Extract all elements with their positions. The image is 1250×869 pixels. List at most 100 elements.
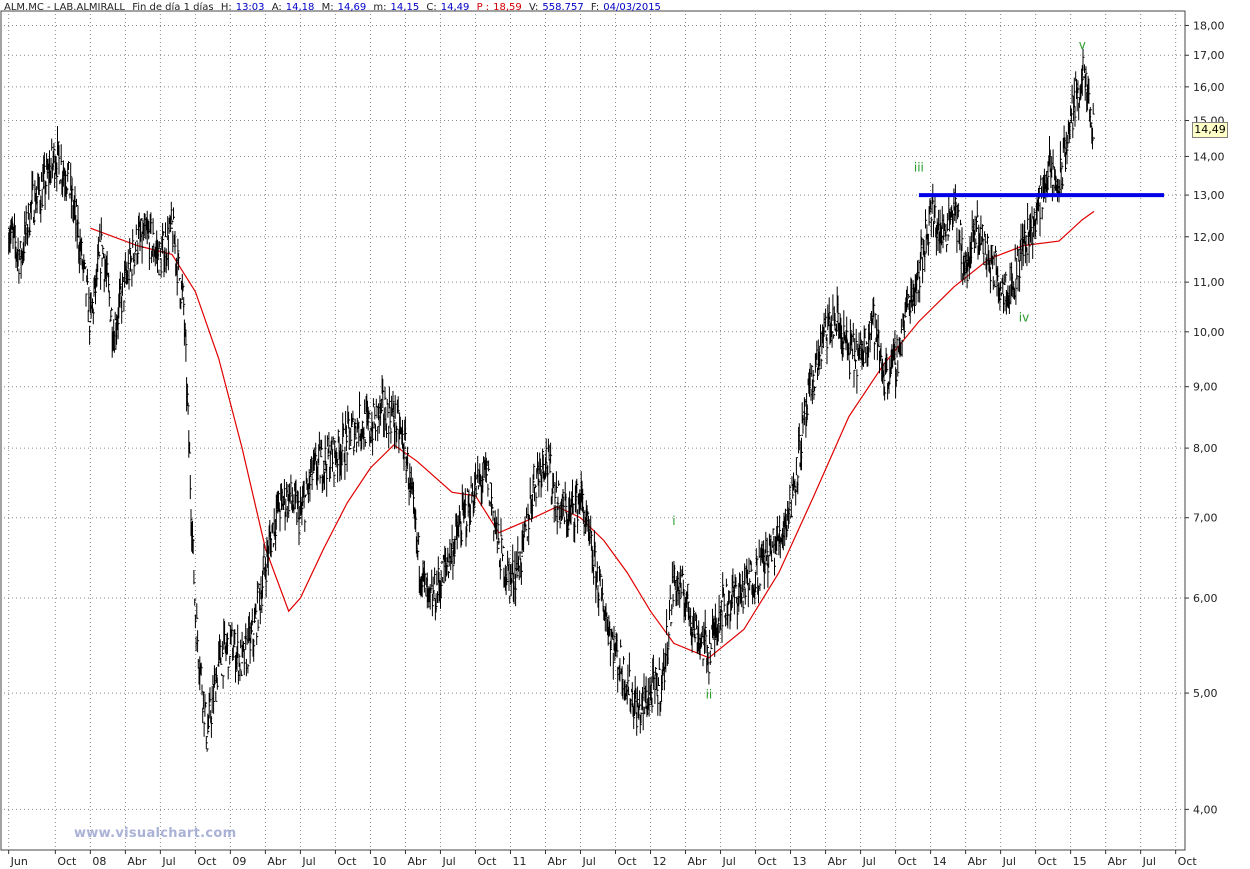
price-point — [906, 305, 909, 308]
open-label: A: — [271, 2, 282, 13]
price-layer — [7, 48, 1095, 752]
price-point — [1058, 186, 1060, 188]
price-point — [918, 271, 920, 274]
x-tick-label: Abr — [1108, 855, 1128, 868]
price-point — [369, 428, 372, 430]
x-tick-label: Oct — [898, 855, 918, 868]
price-point — [556, 502, 558, 504]
price-point — [54, 155, 57, 158]
x-tick-label: Oct — [1178, 855, 1198, 868]
price-point — [194, 614, 197, 617]
close-value: 14,49 — [440, 2, 470, 13]
moving-average-line — [90, 210, 1095, 659]
x-tick-label: Oct — [618, 855, 638, 868]
price-point — [673, 580, 675, 582]
volume-value: 558.757 — [542, 2, 584, 13]
x-tick-label: Abr — [828, 855, 848, 868]
x-tick-label: 10 — [372, 855, 386, 868]
x-tick-label: Oct — [337, 855, 357, 868]
y-tick-label: 7,00 — [1193, 512, 1218, 525]
price-point — [509, 580, 512, 582]
y-tick-label: 10,00 — [1193, 326, 1225, 339]
price-point — [217, 661, 220, 664]
x-tick-label: Oct — [758, 855, 778, 868]
price-point — [766, 555, 768, 558]
x-tick-label: Abr — [968, 855, 988, 868]
price-point — [964, 271, 967, 274]
date-value: 04/03/2015 — [603, 2, 661, 13]
p-label: P : — [476, 2, 490, 13]
price-point — [229, 642, 232, 645]
price-point — [124, 281, 127, 283]
last-price-badge: 14,49 — [1192, 122, 1228, 138]
price-point — [101, 244, 103, 247]
price-point — [591, 555, 593, 558]
period-label: Fin de día 1 días — [132, 2, 214, 13]
price-point — [883, 374, 885, 377]
price-point — [147, 236, 150, 238]
price-point — [416, 547, 418, 550]
price-point — [439, 580, 442, 582]
y-tick-label: 18,00 — [1193, 19, 1225, 32]
watermark: www.visualchart.com — [74, 826, 237, 841]
price-point — [813, 374, 815, 377]
moving-average-layer — [90, 210, 1095, 659]
price-point — [299, 516, 302, 519]
price-point — [1046, 170, 1049, 173]
price-point — [778, 539, 780, 542]
price-point — [521, 555, 523, 558]
x-tick-label: Jul — [441, 855, 455, 868]
price-point — [89, 320, 92, 323]
price-point — [848, 352, 850, 354]
price-point — [136, 240, 138, 242]
time-label: H: — [220, 2, 232, 13]
x-tick-label: Oct — [477, 855, 497, 868]
y-tick-label: 6,00 — [1193, 592, 1218, 605]
price-point — [988, 258, 990, 260]
price-point — [1081, 73, 1084, 75]
y-tick-label: 12,00 — [1193, 231, 1225, 244]
y-tick-label: 9,00 — [1193, 381, 1218, 394]
x-tick-label: 15 — [1073, 855, 1087, 868]
wave-label: i — [672, 514, 675, 528]
max-value: 14,69 — [337, 2, 367, 13]
x-tick-label: 09 — [232, 855, 246, 868]
price-point — [1069, 119, 1072, 122]
price-point — [463, 516, 465, 519]
max-label: M: — [321, 2, 334, 13]
price-point — [206, 735, 208, 738]
price-point — [929, 210, 932, 213]
price-point — [171, 227, 173, 229]
x-tick-label: Jul — [1002, 855, 1016, 868]
wave-label: iii — [914, 161, 924, 175]
price-point — [241, 661, 243, 664]
price-point — [31, 202, 33, 204]
x-tick-label: Jul — [581, 855, 595, 868]
y-tick-label: 5,00 — [1193, 687, 1218, 700]
price-point — [252, 633, 255, 635]
price-point — [626, 681, 628, 684]
price-point — [708, 652, 710, 654]
wave-label: iv — [1019, 311, 1029, 325]
x-tick-label: Oct — [57, 855, 77, 868]
x-tick-label: Abr — [267, 855, 287, 868]
date-label: F: — [590, 2, 600, 13]
x-tick-label: Jul — [301, 855, 315, 868]
price-bars — [8, 48, 1095, 752]
price-point — [19, 258, 22, 260]
price-point — [661, 681, 663, 684]
y-tick-label: 14,00 — [1193, 150, 1225, 163]
volume-label: V: — [528, 2, 539, 13]
price-point — [638, 713, 640, 716]
price-point — [323, 460, 325, 463]
price-point — [7, 227, 10, 229]
price-point — [182, 305, 185, 308]
price-point — [836, 320, 838, 323]
price-point — [428, 606, 430, 608]
time-value: 13:03 — [235, 2, 265, 13]
min-label: m: — [373, 2, 387, 13]
axis-layer: Jun Oct 08 Abr Jul Oct 09 Abr Jul Oct 10 Abr Jul Oct 1… — [8, 19, 1225, 868]
x-tick-label: Oct — [197, 855, 217, 868]
price-point — [287, 495, 290, 497]
price-point — [999, 281, 1002, 283]
